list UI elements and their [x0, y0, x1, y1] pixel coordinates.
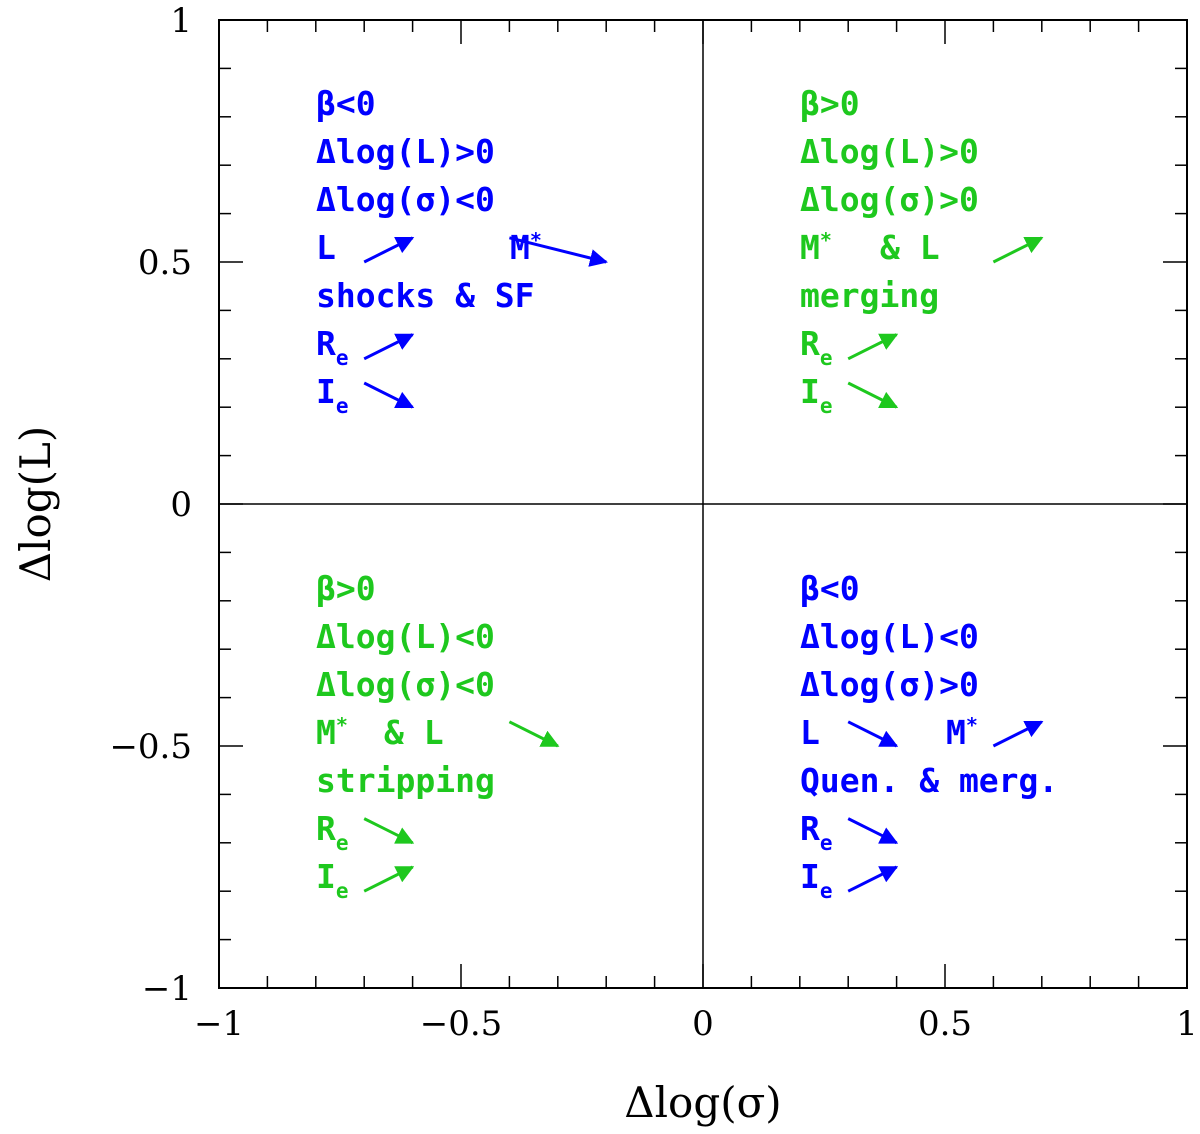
re-label: Re — [316, 324, 349, 370]
trend-arrow — [847, 333, 899, 361]
quantity-label: L — [800, 713, 820, 752]
plot-frame — [218, 19, 1188, 989]
quantity-label: & L — [880, 228, 940, 267]
quantity-label: & L — [384, 713, 444, 752]
trend-arrow — [847, 720, 899, 748]
quadrant-bottom-right: β<0 Δlog(L)<0 Δlog(σ)>0 L M* Quen. & merg. ReI… — [800, 569, 1058, 903]
beta-condition: β<0 — [800, 569, 860, 608]
y-tick-label: 0.5 — [138, 243, 192, 283]
process-label: stripping — [316, 761, 495, 800]
delta-log-sigma-condition: Δlog(σ)<0 — [316, 180, 495, 219]
trend-arrow — [363, 817, 415, 845]
trend-arrow — [847, 817, 899, 845]
trend-arrow — [363, 236, 415, 264]
ie-label: Ie — [316, 857, 349, 903]
ie-label: Ie — [316, 372, 349, 418]
trend-arrow — [363, 381, 415, 409]
beta-condition: β<0 — [316, 84, 376, 123]
process-label: Quen. & merg. — [800, 761, 1058, 800]
trend-arrow — [363, 333, 415, 361]
y-tick-label: 1 — [170, 1, 192, 41]
y-tick-labels: −1 −0.5 0 0.5 1 — [109, 1, 192, 1009]
y-axis-title: Δlog(L) — [11, 426, 60, 583]
re-label: Re — [800, 809, 833, 855]
trend-arrow — [992, 720, 1044, 748]
x-axis-title: Δlog(σ) — [624, 1078, 781, 1127]
y-tick-label: 0 — [170, 485, 192, 525]
delta-log-sigma-condition: Δlog(σ)<0 — [316, 665, 495, 704]
beta-condition: β>0 — [800, 84, 860, 123]
reference-lines — [219, 20, 1187, 988]
delta-log-sigma-condition: Δlog(σ)>0 — [800, 665, 979, 704]
y-tick-label: −0.5 — [109, 727, 192, 767]
process-label: shocks & SF — [316, 276, 535, 315]
x-tick-label: −1 — [194, 1004, 244, 1044]
x-tick-labels: −1 −0.5 0 0.5 1 — [194, 1004, 1198, 1044]
x-tick-label: 1 — [1176, 1004, 1198, 1044]
delta-log-sigma-condition: Δlog(σ)>0 — [800, 180, 979, 219]
beta-condition: β>0 — [316, 569, 376, 608]
x-tick-label: 0 — [692, 1004, 714, 1044]
trend-arrow — [363, 865, 415, 893]
x-tick-label: −0.5 — [420, 1004, 503, 1044]
trend-arrow — [508, 720, 560, 748]
delta-log-l-condition: Δlog(L)>0 — [800, 132, 979, 171]
quantity-label: M* — [316, 713, 348, 752]
trend-arrow — [992, 236, 1044, 264]
annotation-arrows — [363, 236, 1044, 893]
ie-label: Ie — [800, 372, 833, 418]
process-label: merging — [800, 276, 939, 315]
quantity-label: M* — [946, 713, 978, 752]
delta-log-l-condition: Δlog(L)>0 — [316, 132, 495, 171]
delta-log-l-condition: Δlog(L)<0 — [800, 617, 979, 656]
ie-label: Ie — [800, 857, 833, 903]
x-tick-label: 0.5 — [918, 1004, 972, 1044]
trend-arrow — [847, 865, 899, 893]
re-label: Re — [316, 809, 349, 855]
delta-log-l-condition: Δlog(L)<0 — [316, 617, 495, 656]
quantity-label: M* — [510, 228, 542, 267]
y-tick-label: −1 — [142, 969, 192, 1009]
quantity-label: L — [316, 228, 336, 267]
trend-arrow — [847, 381, 899, 409]
trend-arrow — [509, 236, 608, 267]
re-label: Re — [800, 324, 833, 370]
quantity-label: M* — [800, 228, 832, 267]
